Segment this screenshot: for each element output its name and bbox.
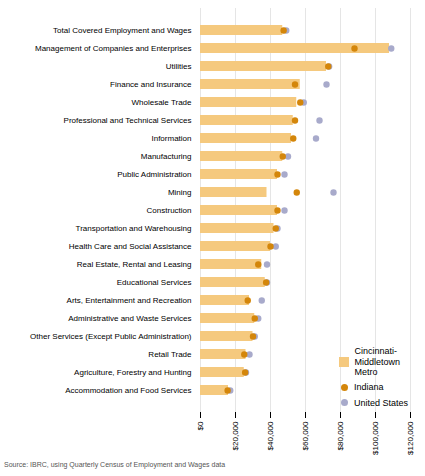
svg-text:Management of Companies and En: Management of Companies and Enterprises (35, 44, 192, 53)
svg-text:Utilities: Utilities (166, 62, 192, 71)
svg-text:$20,000: $20,000 (231, 421, 240, 450)
svg-text:Health Care and Social Assista: Health Care and Social Assistance (69, 242, 192, 251)
svg-text:Professional and Technical Ser: Professional and Technical Services (64, 116, 192, 125)
svg-text:Information: Information (151, 134, 191, 143)
svg-text:Mining: Mining (168, 188, 192, 197)
svg-text:Administrative and Waste Servi: Administrative and Waste Services (68, 314, 191, 323)
svg-text:Real Estate, Rental and Leasin: Real Estate, Rental and Leasing (77, 260, 192, 269)
svg-text:Transportation and Warehousing: Transportation and Warehousing (76, 224, 192, 233)
svg-text:$40,000: $40,000 (266, 421, 275, 450)
svg-text:Retail Trade: Retail Trade (148, 350, 192, 359)
svg-text:Agriculture, Forestry and Hunt: Agriculture, Forestry and Hunting (74, 368, 191, 377)
html-text:Indiana: Indiana (354, 382, 384, 393)
html-text:Source: IBRC, using Quarterly: Source: IBRC, using Quarterly Census of … (4, 461, 226, 468)
html-text:Cincinnati- Middletown Metro: Cincinnati- Middletown Metro (354, 346, 400, 377)
svg-text:Finance and Insurance: Finance and Insurance (110, 80, 192, 89)
html-text:United States: United States (354, 397, 408, 408)
svg-text:Total Covered Employment and W: Total Covered Employment and Wages (53, 26, 191, 35)
svg-text:Public Administration: Public Administration (117, 170, 191, 179)
svg-text:Other Services (Except Public: Other Services (Except Public Administra… (30, 332, 192, 341)
svg-text:Manufacturing: Manufacturing (141, 152, 192, 161)
svg-text:Construction: Construction (147, 206, 192, 215)
svg-text:$0: $0 (196, 421, 205, 430)
svg-text:$100,000: $100,000 (371, 421, 380, 455)
svg-text:Accommodation and Food Service: Accommodation and Food Services (65, 386, 191, 395)
svg-text:$80,000: $80,000 (336, 421, 345, 450)
svg-text:Educational Services: Educational Services (117, 278, 192, 287)
svg-text:$60,000: $60,000 (301, 421, 310, 450)
svg-text:$120,000: $120,000 (406, 421, 415, 455)
svg-text:Arts, Entertainment and Recrea: Arts, Entertainment and Recreation (67, 296, 192, 305)
svg-text:Wholesale Trade: Wholesale Trade (131, 98, 192, 107)
